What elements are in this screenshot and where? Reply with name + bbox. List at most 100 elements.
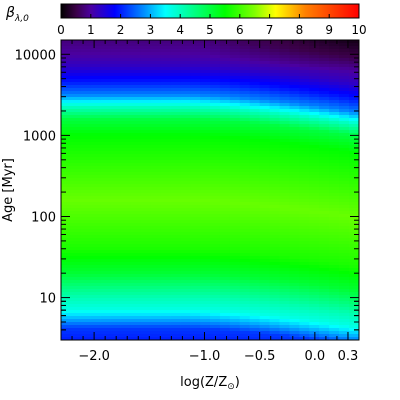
heatmap-cell — [239, 253, 251, 257]
heatmap-cell — [229, 184, 241, 188]
heatmap-cell — [269, 43, 281, 47]
heatmap-cell — [229, 43, 241, 47]
heatmap-cell — [239, 40, 251, 44]
heatmap-cell — [329, 247, 340, 251]
heatmap-cell — [90, 214, 102, 218]
heatmap-cell — [200, 220, 211, 224]
heatmap-cell — [219, 145, 231, 149]
heatmap-cell — [249, 310, 261, 314]
heatmap-cell — [309, 307, 320, 311]
heatmap-cell — [110, 58, 122, 62]
heatmap-cell — [140, 250, 151, 254]
heatmap-cell — [61, 118, 72, 122]
heatmap-cell — [299, 307, 310, 311]
heatmap-cell — [80, 322, 92, 326]
heatmap-cell — [70, 235, 82, 239]
heatmap-cell — [150, 286, 161, 290]
heatmap-cell — [130, 283, 142, 287]
heatmap-cell — [239, 223, 251, 227]
heatmap-cell — [180, 172, 191, 176]
heatmap-cell — [170, 274, 181, 278]
heatmap-cell — [110, 157, 122, 161]
heatmap-cell — [61, 121, 72, 125]
heatmap-cell — [70, 202, 82, 206]
heatmap-cell — [100, 250, 112, 254]
heatmap-cell — [100, 217, 112, 221]
heatmap-cell — [319, 208, 330, 212]
heatmap-cell — [61, 79, 72, 83]
heatmap-cell — [309, 67, 320, 71]
heatmap-cell — [160, 64, 171, 68]
heatmap-cell — [339, 178, 350, 182]
heatmap-cell — [140, 166, 151, 170]
heatmap-cell — [200, 271, 211, 275]
heatmap-cell — [229, 247, 241, 251]
heatmap-cell — [299, 157, 310, 161]
heatmap-cell — [219, 310, 231, 314]
heatmap-cell — [239, 265, 251, 269]
heatmap-cell — [190, 304, 201, 308]
heatmap-cell — [140, 97, 151, 101]
heatmap-cell — [200, 40, 211, 44]
heatmap-cell — [130, 58, 142, 62]
heatmap-cell — [200, 76, 211, 80]
colorbar-title-symbol: β — [5, 5, 15, 21]
heatmap-cell — [329, 40, 340, 44]
heatmap-cell — [299, 124, 310, 128]
heatmap-cell — [200, 205, 211, 209]
heatmap-cell — [90, 49, 102, 53]
heatmap-cell — [229, 175, 241, 179]
heatmap-cell — [180, 46, 191, 50]
heatmap-cell — [61, 214, 72, 218]
heatmap-cell — [61, 160, 72, 164]
heatmap-cell — [160, 106, 171, 110]
heatmap-cell — [140, 295, 151, 299]
heatmap-cell — [100, 52, 112, 56]
heatmap-cell — [309, 292, 320, 296]
heatmap-cell — [309, 196, 320, 200]
heatmap-cell — [339, 133, 350, 137]
heatmap-cell — [110, 262, 122, 266]
heatmap-cell — [120, 208, 132, 212]
heatmap-cell — [239, 199, 251, 203]
heatmap-cell — [100, 79, 112, 83]
heatmap-cell — [269, 208, 281, 212]
heatmap-cell — [239, 175, 251, 179]
heatmap-cell — [229, 67, 241, 71]
heatmap-cell — [309, 157, 320, 161]
heatmap-cell — [319, 220, 330, 224]
heatmap-cell — [249, 94, 261, 98]
heatmap-cell — [90, 217, 102, 221]
heatmap-cell — [349, 238, 359, 242]
heatmap-cell — [80, 97, 92, 101]
heatmap-cell — [309, 250, 320, 254]
heatmap-cell — [289, 304, 300, 308]
heatmap-cell — [229, 268, 241, 272]
heatmap-cell — [219, 205, 231, 209]
heatmap-cell — [130, 151, 142, 155]
heatmap-cell — [339, 313, 350, 317]
heatmap-cell — [140, 268, 151, 272]
heatmap-cell — [140, 172, 151, 176]
heatmap-cell — [219, 292, 231, 296]
heatmap-cell — [239, 229, 251, 233]
heatmap-cell — [269, 124, 281, 128]
heatmap-cell — [289, 142, 300, 146]
heatmap-cell — [349, 202, 359, 206]
heatmap-cell — [150, 334, 161, 338]
heatmap-cell — [140, 49, 151, 53]
heatmap-cell — [130, 145, 142, 149]
heatmap-cell — [279, 274, 291, 278]
heatmap-cell — [269, 226, 281, 230]
heatmap-cell — [100, 295, 112, 299]
heatmap-cell — [80, 202, 92, 206]
heatmap-cell — [259, 331, 271, 335]
heatmap-cell — [170, 256, 181, 260]
heatmap-cell — [170, 247, 181, 251]
heatmap-cell — [269, 268, 281, 272]
heatmap-cell — [61, 328, 72, 332]
heatmap-cell — [200, 268, 211, 272]
heatmap-cell — [249, 211, 261, 215]
heatmap-cell — [249, 322, 261, 326]
heatmap-cell — [140, 52, 151, 56]
